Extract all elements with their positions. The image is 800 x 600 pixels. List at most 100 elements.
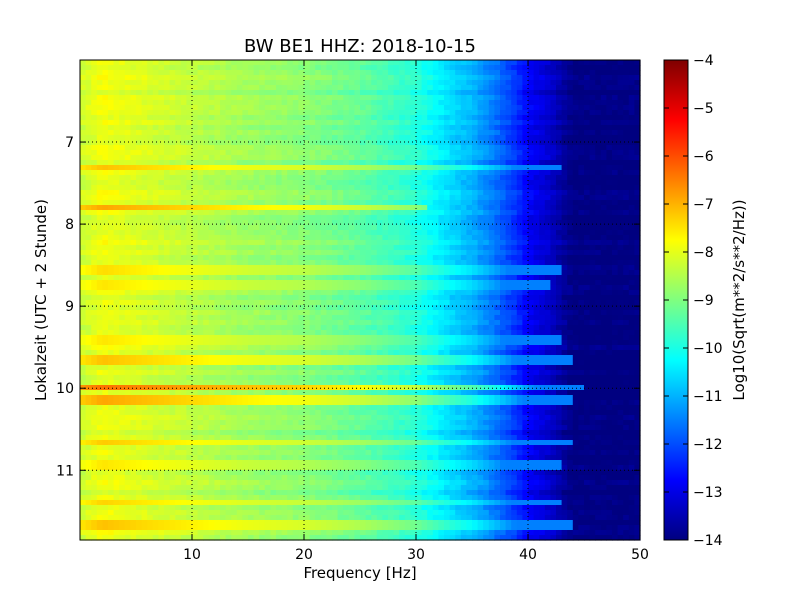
heatmap-cell [382, 165, 389, 171]
heatmap-cell [516, 245, 523, 251]
heatmap-cell [91, 240, 98, 246]
heatmap-cell [432, 90, 439, 96]
heatmap-cell [623, 290, 630, 296]
heatmap-cell [208, 120, 215, 126]
heatmap-cell [220, 210, 227, 216]
heatmap-cell [544, 260, 551, 266]
heatmap-cell [225, 275, 232, 281]
heatmap-cell [91, 165, 98, 171]
heatmap-cell [225, 205, 232, 211]
heatmap-cell [343, 195, 350, 201]
heatmap-cell [500, 170, 507, 176]
heatmap-cell [141, 185, 148, 191]
heatmap-cell [444, 250, 451, 256]
heatmap-cell [449, 295, 456, 301]
heatmap-cell [612, 290, 619, 296]
heatmap-cell [315, 200, 322, 206]
heatmap-cell [628, 260, 635, 266]
heatmap-cell [522, 250, 529, 256]
heatmap-cell [270, 270, 277, 276]
heatmap-cell [186, 210, 193, 216]
heatmap-cell [130, 225, 137, 231]
heatmap-cell [225, 100, 232, 106]
heatmap-cell [455, 70, 462, 76]
heatmap-cell [628, 285, 635, 291]
heatmap-cell [589, 225, 596, 231]
heatmap-cell [287, 80, 294, 86]
heatmap-cell [253, 215, 260, 221]
heatmap-cell [567, 105, 574, 111]
heatmap-cell [164, 270, 171, 276]
heatmap-cell [544, 210, 551, 216]
heatmap-cell [259, 255, 266, 261]
heatmap-cell [169, 170, 176, 176]
heatmap-cell [388, 180, 395, 186]
heatmap-cell [572, 290, 579, 296]
heatmap-cell [516, 185, 523, 191]
heatmap-cell [578, 80, 585, 86]
heatmap-cell [96, 270, 103, 276]
heatmap-cell [197, 220, 204, 226]
heatmap-cell [91, 210, 98, 216]
heatmap-cell [136, 300, 143, 306]
heatmap-cell [102, 130, 109, 136]
heatmap-cell [533, 220, 540, 226]
heatmap-cell [399, 150, 406, 156]
heatmap-cell [371, 165, 378, 171]
heatmap-cell [617, 60, 624, 66]
heatmap-cell [360, 250, 367, 256]
heatmap-cell [175, 130, 182, 136]
heatmap-cell [192, 255, 199, 261]
heatmap-cell [119, 150, 126, 156]
heatmap-cell [556, 255, 563, 261]
heatmap-cell [320, 75, 327, 81]
heatmap-cell [460, 95, 467, 101]
heatmap-cell [158, 245, 165, 251]
heatmap-cell [203, 230, 210, 236]
heatmap-cell [505, 110, 512, 116]
heatmap-cell [522, 160, 529, 166]
heatmap-cell [136, 290, 143, 296]
heatmap-cell [432, 195, 439, 201]
heatmap-cell [287, 230, 294, 236]
heatmap-cell [628, 265, 635, 271]
heatmap-cell [108, 150, 115, 156]
heatmap-cell [516, 115, 523, 121]
heatmap-cell [203, 255, 210, 261]
heatmap-cell [304, 240, 311, 246]
heatmap-cell [80, 240, 87, 246]
heatmap-cell [432, 305, 439, 311]
heatmap-cell [276, 105, 283, 111]
heatmap-cell [410, 105, 417, 111]
heatmap-cell [360, 60, 367, 66]
heatmap-cell [80, 260, 87, 266]
heatmap-cell [556, 230, 563, 236]
heatmap-cell [505, 170, 512, 176]
heatmap-cell [147, 285, 154, 291]
heatmap-cell [309, 85, 316, 91]
heatmap-cell [589, 115, 596, 121]
heatmap-cell [203, 155, 210, 161]
heatmap-cell [617, 135, 624, 141]
heatmap-cell [124, 210, 131, 216]
heatmap-cell [320, 285, 327, 291]
heatmap-cell [197, 65, 204, 71]
heatmap-cell [124, 290, 131, 296]
heatmap-cell [80, 235, 87, 241]
heatmap-cell [612, 260, 619, 266]
heatmap-cell [80, 120, 87, 126]
heatmap-cell [606, 230, 613, 236]
heatmap-cell [197, 180, 204, 186]
heatmap-cell [466, 155, 473, 161]
heatmap-cell [500, 215, 507, 221]
heatmap-cell [556, 100, 563, 106]
heatmap-cell [427, 210, 434, 216]
heatmap-cell [203, 185, 210, 191]
heatmap-cell [438, 225, 445, 231]
heatmap-cell [505, 90, 512, 96]
heatmap-cell [460, 165, 467, 171]
heatmap-cell [578, 150, 585, 156]
heatmap-cell [124, 220, 131, 226]
heatmap-cell [505, 100, 512, 106]
heatmap-cell [444, 285, 451, 291]
